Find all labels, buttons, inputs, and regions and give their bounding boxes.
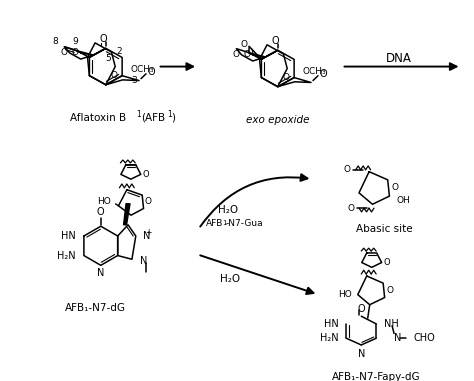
Text: 3: 3 xyxy=(131,76,137,85)
Text: Abasic site: Abasic site xyxy=(356,224,412,234)
Text: AFB₁-N7-dG: AFB₁-N7-dG xyxy=(65,303,127,313)
Text: 1: 1 xyxy=(222,219,227,226)
Text: (AFB: (AFB xyxy=(141,112,165,122)
Polygon shape xyxy=(124,204,130,225)
Text: O: O xyxy=(387,286,393,295)
Text: DNA: DNA xyxy=(386,53,412,66)
Text: H₂O: H₂O xyxy=(220,274,240,284)
Text: exo epoxide: exo epoxide xyxy=(246,115,310,125)
Text: 5: 5 xyxy=(105,54,110,63)
Text: O: O xyxy=(344,165,351,174)
Text: O: O xyxy=(232,50,239,59)
Text: 1: 1 xyxy=(136,110,141,119)
Text: HO: HO xyxy=(97,197,110,207)
Text: O: O xyxy=(60,48,67,58)
Text: O: O xyxy=(241,40,248,49)
Text: 2: 2 xyxy=(117,48,122,56)
Text: O: O xyxy=(383,258,390,267)
Text: AFB₁-N7-Fapy-dG: AFB₁-N7-Fapy-dG xyxy=(332,371,420,381)
Text: CHO: CHO xyxy=(414,333,436,343)
Text: O: O xyxy=(97,207,105,217)
Text: ): ) xyxy=(172,112,175,122)
Text: -N7-Gua: -N7-Gua xyxy=(225,219,263,228)
Text: AFB: AFB xyxy=(206,219,224,228)
Text: 8: 8 xyxy=(53,37,58,46)
Text: O: O xyxy=(391,184,398,192)
Text: N: N xyxy=(143,231,150,241)
Text: O: O xyxy=(142,170,149,179)
Text: O: O xyxy=(72,48,79,58)
Text: OCH₃: OCH₃ xyxy=(130,66,154,74)
Text: 1: 1 xyxy=(167,110,172,119)
Text: Aflatoxin B: Aflatoxin B xyxy=(70,113,126,123)
Text: OH: OH xyxy=(396,197,410,205)
Text: 9: 9 xyxy=(72,37,78,46)
Text: O: O xyxy=(283,73,290,82)
Text: N: N xyxy=(357,349,365,359)
Text: H₂O: H₂O xyxy=(218,205,238,215)
Text: N: N xyxy=(140,256,147,266)
Text: NH: NH xyxy=(384,319,399,329)
Text: O: O xyxy=(111,71,118,80)
Text: O: O xyxy=(145,197,152,206)
Text: O: O xyxy=(147,67,155,77)
Text: HO: HO xyxy=(338,290,352,299)
Text: +: + xyxy=(146,228,152,237)
Text: O: O xyxy=(272,36,279,46)
Text: O: O xyxy=(244,50,251,59)
Text: O: O xyxy=(319,69,327,79)
Text: H₂N: H₂N xyxy=(57,251,76,261)
Text: N: N xyxy=(97,268,104,278)
Text: O: O xyxy=(347,203,354,213)
Text: H₂N: H₂N xyxy=(320,333,338,343)
Text: HN: HN xyxy=(61,231,76,241)
Text: HN: HN xyxy=(324,319,338,329)
Text: N: N xyxy=(394,333,401,343)
Text: O: O xyxy=(100,34,107,44)
Text: OCH₃: OCH₃ xyxy=(302,67,326,76)
Text: O: O xyxy=(357,304,365,314)
